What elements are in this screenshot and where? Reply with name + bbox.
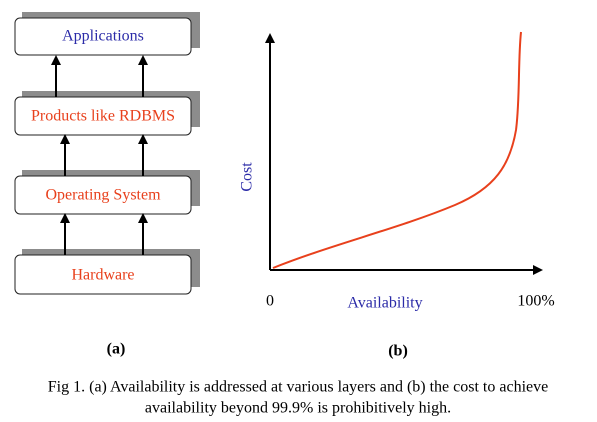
- layer-box: [14, 17, 192, 56]
- layer-label: Applications: [62, 28, 144, 45]
- layer-label: Operating System: [45, 187, 161, 204]
- layer: Applications: [14, 12, 200, 56]
- layer-box: [14, 175, 192, 215]
- panel-label: (a): [107, 341, 126, 358]
- cost-curve: [272, 31, 522, 269]
- caption: availability beyond 99.9% is prohibitive…: [145, 400, 451, 417]
- arrows: [51, 55, 148, 255]
- layer-box: [14, 96, 192, 136]
- x-end-label: 100%: [517, 293, 554, 310]
- cost-chart: Cost Availability 0 100%: [239, 31, 555, 312]
- layer-label: Products like RDBMS: [31, 108, 175, 125]
- panel-label: (b): [388, 343, 408, 360]
- layer: Operating System: [14, 170, 200, 215]
- layer: Products like RDBMS: [14, 91, 200, 136]
- caption: Fig 1. (a) Availability is addressed at …: [48, 379, 548, 396]
- layer-stack: Applications Products like RDBMS Operati…: [14, 12, 200, 295]
- x-start-label: 0: [266, 293, 274, 310]
- layer-box: [14, 254, 192, 295]
- x-axis-label: Availability: [347, 295, 422, 312]
- layer-label: Hardware: [71, 267, 134, 284]
- layer: Hardware: [14, 249, 200, 295]
- y-axis-label: Cost: [239, 162, 256, 192]
